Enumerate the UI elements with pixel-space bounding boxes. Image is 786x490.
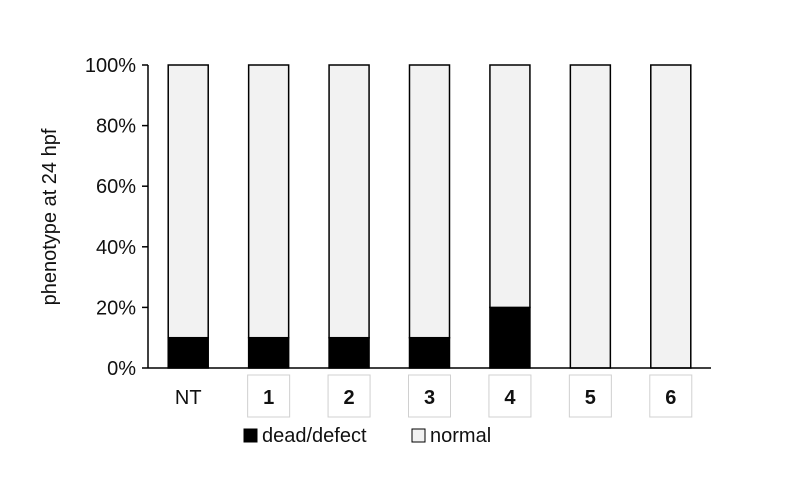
legend-swatch <box>243 428 258 443</box>
y-tick-label: 80% <box>96 116 136 138</box>
x-category-box <box>247 374 291 418</box>
y-axis: 0% 20% 40% 60% 80% 100% <box>85 55 149 380</box>
bar-normal-6 <box>650 64 692 369</box>
x-tick-label: 4 <box>504 387 516 409</box>
x-category-box <box>488 374 532 418</box>
x-tick-label: 2 <box>344 387 355 409</box>
bar-normal-5 <box>569 64 612 369</box>
legend-label: normal <box>430 425 491 447</box>
bar-normal-nt <box>167 64 209 339</box>
bar-dead-defect-3 <box>408 336 451 369</box>
x-tick-label: 1 <box>263 387 274 409</box>
x-tick-label: NT <box>175 387 202 409</box>
bar-dead-defect-4 <box>489 306 531 369</box>
legend: dead/defect normal <box>243 425 491 447</box>
bar-normal-4 <box>489 64 531 309</box>
x-axis: NT 1 2 3 4 5 6 <box>148 367 711 418</box>
legend-label: dead/defect <box>262 425 367 447</box>
bar-dead-defect-2 <box>328 336 370 369</box>
x-category-box <box>568 374 612 418</box>
x-tick-label: 3 <box>424 387 435 409</box>
x-category-box <box>649 374 693 418</box>
bar-normal-1 <box>247 64 290 339</box>
bars-group <box>167 64 692 369</box>
x-category-box <box>327 374 371 418</box>
bar-normal-2 <box>328 64 370 339</box>
x-tick-label: 5 <box>585 387 596 409</box>
y-tick-label: 20% <box>96 297 136 319</box>
legend-swatch <box>411 428 426 443</box>
bar-dead-defect-1 <box>247 336 290 369</box>
bar-dead-defect-nt <box>167 336 209 369</box>
x-category-box <box>408 374 451 418</box>
y-tick-label: 100% <box>85 55 136 77</box>
bar-normal-3 <box>408 64 451 339</box>
x-tick-label: 6 <box>665 387 676 409</box>
y-tick-label: 0% <box>107 358 136 380</box>
y-tick-label: 60% <box>96 176 136 198</box>
y-tick-label: 40% <box>96 237 136 259</box>
y-axis-title: phenotype at 24 hpf <box>39 128 61 305</box>
